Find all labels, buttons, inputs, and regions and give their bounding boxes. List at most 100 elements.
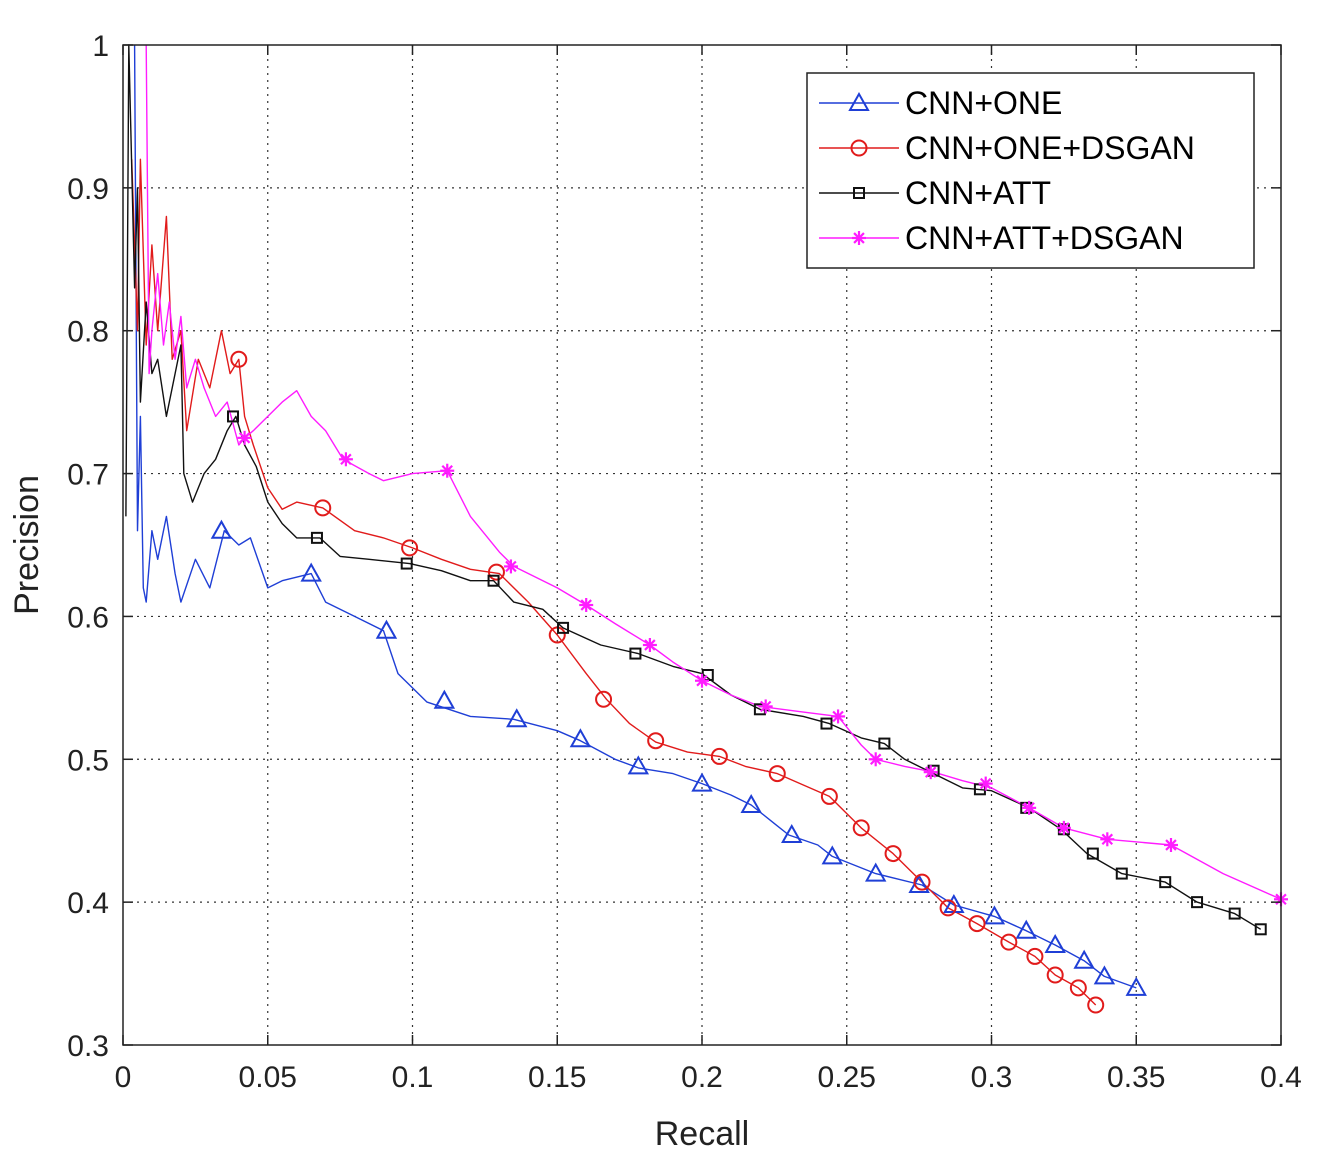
data-point-cnn-att-dsgan	[868, 752, 883, 767]
x-tick-label: 0.4	[1260, 1061, 1302, 1094]
y-tick-label: 0.8	[67, 316, 109, 349]
series-line-cnn-one	[133, 44, 1137, 989]
data-point-cnn-one-dsgan	[820, 787, 838, 805]
series-markers	[210, 350, 1288, 1014]
data-point-cnn-one-dsgan	[710, 747, 728, 765]
data-point-cnn-att	[1159, 876, 1172, 889]
data-point-cnn-one	[1044, 933, 1066, 953]
data-point-cnn-one	[781, 823, 803, 843]
data-point-cnn-one	[210, 519, 233, 539]
data-point-cnn-one-dsgan	[852, 819, 870, 837]
data-point-cnn-one-dsgan	[1026, 947, 1044, 965]
data-point-cnn-att-dsgan	[1163, 838, 1178, 852]
data-point-cnn-att-dsgan	[237, 430, 252, 445]
data-point-cnn-att	[1115, 867, 1128, 880]
data-point-cnn-att	[557, 621, 570, 634]
data-point-cnn-one	[740, 793, 762, 813]
y-tick-label: 0.9	[67, 173, 109, 206]
x-tick-label: 0.2	[681, 1061, 723, 1094]
data-point-cnn-one	[1125, 976, 1147, 996]
y-tick-label: 0.6	[67, 601, 109, 634]
data-point-cnn-att	[1254, 923, 1267, 936]
series-line-cnn-one-dsgan	[131, 158, 1097, 1006]
data-point-cnn-att-dsgan-stroke	[1165, 839, 1177, 851]
legend-label-cnn-att: CNN+ATT	[905, 175, 1051, 211]
data-point-cnn-att-dsgan-stroke	[505, 560, 517, 573]
data-point-cnn-att	[1191, 896, 1204, 909]
data-point-cnn-att	[400, 557, 413, 570]
legend-marker-cnn-one-dsgan	[850, 139, 868, 157]
axis-ticks: 0 0.05 0.1 0.15 0.2 0.25 0.3 0.35 0.4 0.3 0.4 0.5 0.…	[67, 30, 1302, 1094]
data-point-cnn-one-dsgan	[401, 539, 419, 557]
legend-label-cnn-one: CNN+ONE	[905, 85, 1062, 121]
series-line-cnn-att	[125, 44, 1262, 930]
data-point-cnn-one-dsgan	[647, 732, 665, 750]
data-point-cnn-att	[227, 410, 240, 423]
x-tick-label: 0.05	[239, 1061, 297, 1094]
data-point-cnn-one-dsgan	[314, 499, 332, 517]
data-point-cnn-att	[629, 647, 642, 660]
data-point-cnn-one	[506, 708, 528, 728]
data-point-cnn-att-dsgan-stroke	[238, 432, 251, 444]
data-point-cnn-att-dsgan-stroke	[924, 766, 937, 778]
data-point-cnn-att-dsgan	[758, 699, 773, 714]
data-point-cnn-one-dsgan	[595, 690, 613, 708]
data-point-cnn-one-dsgan	[884, 845, 902, 863]
data-point-cnn-att-dsgan-stroke	[979, 777, 992, 790]
legend: CNN+ONE CNN+ONE+DSGAN CNN+ATT CNN+ATT+DSGAN	[806, 72, 1255, 269]
x-tick-label: 0	[115, 1061, 132, 1094]
data-point-cnn-att-dsgan	[1022, 800, 1037, 815]
data-point-cnn-one	[300, 562, 322, 582]
data-point-cnn-att-dsgan	[579, 598, 594, 612]
data-point-cnn-att-dsgan-stroke	[832, 710, 844, 723]
y-tick-label: 0.5	[67, 744, 109, 777]
data-point-cnn-one-dsgan	[1046, 966, 1064, 984]
data-point-cnn-att-dsgan-stroke	[1023, 802, 1035, 814]
y-tick-label: 0.7	[67, 459, 109, 492]
data-point-cnn-att	[1086, 847, 1099, 860]
x-axis-label: Recall	[655, 1115, 749, 1153]
data-point-cnn-att-dsgan	[1056, 820, 1071, 835]
data-point-cnn-one-dsgan	[768, 765, 786, 783]
data-point-cnn-one-dsgan	[1069, 979, 1087, 997]
x-tick-label: 0.15	[528, 1061, 586, 1094]
legend-marker-cnn-att-dsgan	[852, 231, 866, 245]
data-point-cnn-one-dsgan	[1087, 996, 1105, 1014]
data-point-cnn-att-dsgan	[1100, 832, 1115, 847]
legend-marker-cnn-one	[848, 91, 870, 111]
legend-label-cnn-one-dsgan: CNN+ONE+DSGAN	[905, 130, 1195, 166]
data-point-cnn-one	[569, 728, 592, 748]
data-point-cnn-one	[1093, 965, 1116, 985]
data-point-cnn-one	[375, 619, 398, 639]
data-point-cnn-att	[820, 717, 833, 730]
x-tick-label: 0.25	[818, 1061, 876, 1094]
data-point-cnn-one-dsgan	[1000, 933, 1018, 951]
x-tick-label: 0.35	[1107, 1061, 1165, 1094]
data-point-cnn-one	[627, 755, 650, 775]
data-point-cnn-one	[433, 689, 456, 709]
data-point-cnn-one	[1015, 919, 1037, 939]
data-point-cnn-att-dsgan	[831, 709, 846, 724]
data-point-cnn-att-dsgan	[440, 463, 455, 478]
y-axis-label: Precision	[8, 475, 46, 615]
data-point-cnn-one-dsgan	[487, 563, 505, 581]
data-point-cnn-att-dsgan-stroke	[1058, 822, 1070, 834]
data-point-cnn-att-dsgan-stroke	[580, 599, 592, 611]
legend-marker-cnn-att	[853, 187, 865, 199]
legend-label-cnn-att-dsgan: CNN+ATT+DSGAN	[905, 220, 1184, 256]
data-point-cnn-att	[1228, 907, 1241, 920]
y-tick-label: 0.3	[67, 1030, 109, 1063]
data-point-cnn-one	[983, 905, 1006, 925]
legend-marker-cnn-att-dsgan-stroke	[853, 232, 865, 244]
data-point-cnn-att-dsgan-stroke	[644, 639, 656, 651]
data-point-cnn-att	[487, 574, 500, 587]
y-tick-label: 0.4	[67, 887, 109, 920]
data-point-cnn-att-dsgan	[978, 776, 993, 791]
data-point-cnn-att-dsgan-stroke	[441, 464, 453, 477]
data-point-cnn-one-dsgan	[913, 873, 931, 891]
data-point-cnn-one-dsgan	[968, 915, 986, 933]
data-point-cnn-att-dsgan-stroke	[759, 700, 772, 713]
data-point-cnn-att-dsgan	[695, 673, 709, 688]
data-point-cnn-att-dsgan	[642, 638, 657, 652]
